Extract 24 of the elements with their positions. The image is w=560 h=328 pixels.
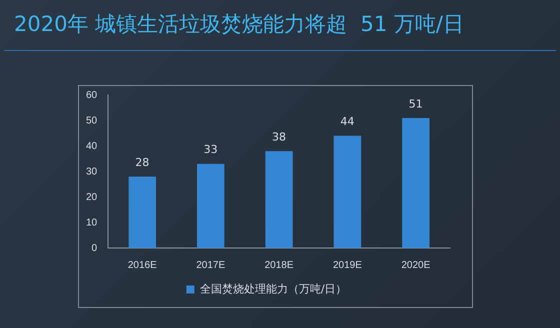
bar (128, 176, 156, 248)
y-tick-label: 30 (86, 166, 98, 178)
bar (334, 136, 362, 248)
x-tick-label: 2017E (196, 260, 226, 271)
data-label: 44 (340, 115, 354, 128)
y-tick-label: 20 (86, 192, 98, 203)
bar (197, 164, 224, 248)
x-tick-label: 2016E (128, 260, 158, 271)
x-tick-label: 2020E (401, 260, 431, 271)
x-tick-label: 2019E (332, 260, 362, 271)
bar (402, 118, 430, 248)
data-label: 38 (272, 130, 286, 144)
y-tick-label: 40 (86, 140, 98, 152)
data-label: 51 (408, 97, 423, 110)
y-tick-label: 10 (86, 217, 98, 228)
y-tick-label: 0 (92, 242, 98, 254)
y-tick-label: 60 (86, 90, 98, 101)
legend-label: 全国焚烧处理能力（万吨/日） (200, 282, 347, 296)
bar (265, 151, 293, 248)
data-label: 28 (135, 156, 150, 169)
data-label: 33 (204, 143, 218, 156)
y-tick-label: 50 (86, 115, 98, 126)
x-tick-label: 2018E (264, 260, 294, 271)
chart-title: 2020年 城镇生活垃圾焚烧能力将超 51 万吨/日 (14, 11, 464, 38)
